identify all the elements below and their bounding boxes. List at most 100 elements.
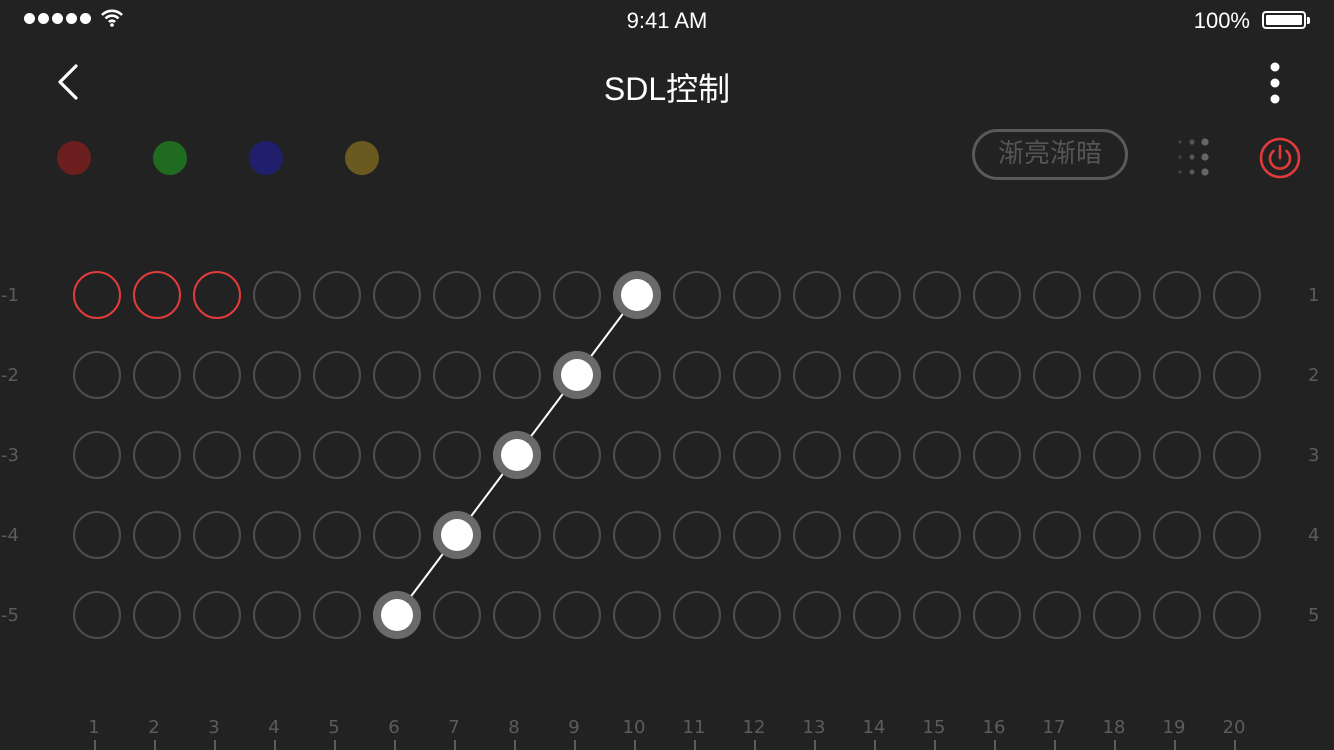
path-node[interactable] [561,359,593,391]
led-cell[interactable] [613,591,661,639]
led-cell[interactable] [1153,431,1201,479]
led-cell[interactable] [253,591,301,639]
led-cell[interactable] [973,431,1021,479]
led-cell[interactable] [973,591,1021,639]
led-cell[interactable] [973,271,1021,319]
led-cell[interactable] [913,431,961,479]
led-cell[interactable] [673,431,721,479]
led-cell[interactable] [553,511,601,559]
led-cell[interactable] [433,351,481,399]
led-cell[interactable] [553,271,601,319]
color-dot-green[interactable] [153,141,187,175]
more-button[interactable] [1258,60,1292,108]
led-cell[interactable] [1213,431,1261,479]
path-node[interactable] [441,519,473,551]
led-cell[interactable] [673,591,721,639]
led-cell[interactable] [1033,351,1081,399]
led-cell[interactable] [553,431,601,479]
led-cell[interactable] [733,511,781,559]
led-cell[interactable] [373,431,421,479]
led-cell[interactable] [913,351,961,399]
led-cell[interactable] [373,351,421,399]
led-cell[interactable] [1033,511,1081,559]
led-cell[interactable] [433,591,481,639]
led-cell[interactable] [493,511,541,559]
led-cell[interactable] [673,511,721,559]
led-cell[interactable] [253,431,301,479]
led-cell[interactable] [973,351,1021,399]
led-cell[interactable] [1213,271,1261,319]
led-cell[interactable] [973,511,1021,559]
led-cell[interactable] [253,511,301,559]
led-cell[interactable] [373,271,421,319]
led-cell[interactable] [853,591,901,639]
led-cell[interactable] [133,271,181,319]
led-cell[interactable] [1213,591,1261,639]
led-cell[interactable] [133,591,181,639]
led-cell[interactable] [493,271,541,319]
led-cell[interactable] [733,351,781,399]
led-cell[interactable] [733,271,781,319]
led-cell[interactable] [853,271,901,319]
led-cell[interactable] [253,351,301,399]
led-cell[interactable] [73,271,121,319]
led-cell[interactable] [1153,271,1201,319]
led-cell[interactable] [793,271,841,319]
color-dot-blue[interactable] [249,141,283,175]
led-cell[interactable] [1033,271,1081,319]
led-cell[interactable] [1033,591,1081,639]
led-cell[interactable] [1093,511,1141,559]
led-cell[interactable] [793,511,841,559]
power-button[interactable] [1258,136,1302,180]
led-cell[interactable] [193,591,241,639]
led-cell[interactable] [733,591,781,639]
led-cell[interactable] [853,431,901,479]
led-cell[interactable] [133,351,181,399]
led-cell[interactable] [1093,271,1141,319]
led-cell[interactable] [73,511,121,559]
led-cell[interactable] [313,431,361,479]
led-cell[interactable] [733,431,781,479]
path-node[interactable] [501,439,533,471]
led-cell[interactable] [1153,591,1201,639]
led-cell[interactable] [193,511,241,559]
led-cell[interactable] [73,591,121,639]
led-cell[interactable] [313,271,361,319]
led-cell[interactable] [1033,431,1081,479]
led-cell[interactable] [1153,511,1201,559]
led-cell[interactable] [373,511,421,559]
led-cell[interactable] [133,511,181,559]
color-dot-yellow[interactable] [345,141,379,175]
led-cell[interactable] [1093,431,1141,479]
fade-in-out-button[interactable]: 渐亮渐暗 [972,129,1128,180]
led-cell[interactable] [133,431,181,479]
back-button[interactable] [48,60,92,104]
led-cell[interactable] [73,431,121,479]
led-cell[interactable] [673,351,721,399]
led-cell[interactable] [313,351,361,399]
led-cell[interactable] [73,351,121,399]
led-cell[interactable] [313,511,361,559]
led-cell[interactable] [313,591,361,639]
led-cell[interactable] [1093,591,1141,639]
led-cell[interactable] [613,351,661,399]
led-cell[interactable] [193,431,241,479]
led-cell[interactable] [913,271,961,319]
path-node[interactable] [381,599,413,631]
led-cell[interactable] [913,511,961,559]
led-cell[interactable] [1213,511,1261,559]
led-cell[interactable] [193,271,241,319]
led-cell[interactable] [853,511,901,559]
led-cell[interactable] [793,351,841,399]
led-cell[interactable] [613,511,661,559]
led-cell[interactable] [793,431,841,479]
led-cell[interactable] [433,271,481,319]
led-cell[interactable] [793,591,841,639]
led-cell[interactable] [193,351,241,399]
led-cell[interactable] [433,431,481,479]
grid-dots-button[interactable] [1174,138,1214,178]
led-cell[interactable] [913,591,961,639]
led-cell[interactable] [553,591,601,639]
path-node[interactable] [621,279,653,311]
led-cell[interactable] [1213,351,1261,399]
